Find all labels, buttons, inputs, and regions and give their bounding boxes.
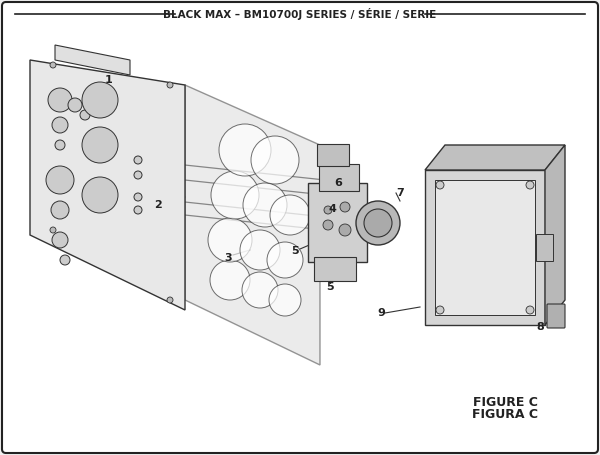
Polygon shape [435,180,535,315]
Circle shape [50,62,56,68]
Circle shape [269,284,301,316]
Circle shape [240,230,280,270]
Polygon shape [425,170,545,325]
Circle shape [356,201,400,245]
Circle shape [52,117,68,133]
Circle shape [134,206,142,214]
FancyBboxPatch shape [319,164,359,191]
Circle shape [46,166,74,194]
FancyBboxPatch shape [314,257,356,281]
FancyBboxPatch shape [536,234,553,261]
FancyBboxPatch shape [317,144,349,166]
Circle shape [167,297,173,303]
Text: FIGURE C: FIGURE C [473,396,538,410]
Circle shape [270,195,310,235]
Circle shape [208,218,252,262]
Circle shape [242,272,278,308]
FancyBboxPatch shape [308,183,367,262]
Text: FIGURA C: FIGURA C [472,409,538,421]
Text: 5: 5 [326,282,334,292]
Circle shape [80,110,90,120]
Circle shape [51,201,69,219]
Text: 8: 8 [536,322,544,332]
Circle shape [134,193,142,201]
Text: 2: 2 [154,200,162,210]
Circle shape [436,306,444,314]
Circle shape [340,202,350,212]
Text: 6: 6 [334,178,342,188]
Circle shape [48,88,72,112]
Circle shape [339,224,351,236]
FancyBboxPatch shape [547,304,565,328]
Circle shape [60,255,70,265]
Polygon shape [185,85,320,365]
Circle shape [68,98,82,112]
Circle shape [82,127,118,163]
Text: BLACK MAX – BM10700J SERIES / SÉRIE / SERIE: BLACK MAX – BM10700J SERIES / SÉRIE / SE… [163,8,437,20]
Polygon shape [55,45,130,75]
Text: 4: 4 [328,204,336,214]
Circle shape [526,181,534,189]
Circle shape [324,206,332,214]
Circle shape [251,136,299,184]
Circle shape [211,171,259,219]
Circle shape [50,227,56,233]
Circle shape [243,183,287,227]
Circle shape [134,171,142,179]
Polygon shape [30,60,185,310]
Circle shape [219,124,271,176]
Circle shape [267,242,303,278]
Circle shape [55,140,65,150]
Text: 7: 7 [396,188,404,198]
Polygon shape [545,145,565,325]
Circle shape [82,177,118,213]
Circle shape [134,156,142,164]
Text: 9: 9 [377,308,385,318]
Polygon shape [425,145,565,170]
Circle shape [364,209,392,237]
Circle shape [323,220,333,230]
Circle shape [52,232,68,248]
Text: 5: 5 [291,246,299,256]
Text: 3: 3 [224,253,232,263]
Circle shape [436,181,444,189]
Circle shape [167,82,173,88]
Circle shape [526,306,534,314]
Circle shape [210,260,250,300]
Circle shape [82,82,118,118]
Text: 1: 1 [105,75,113,85]
